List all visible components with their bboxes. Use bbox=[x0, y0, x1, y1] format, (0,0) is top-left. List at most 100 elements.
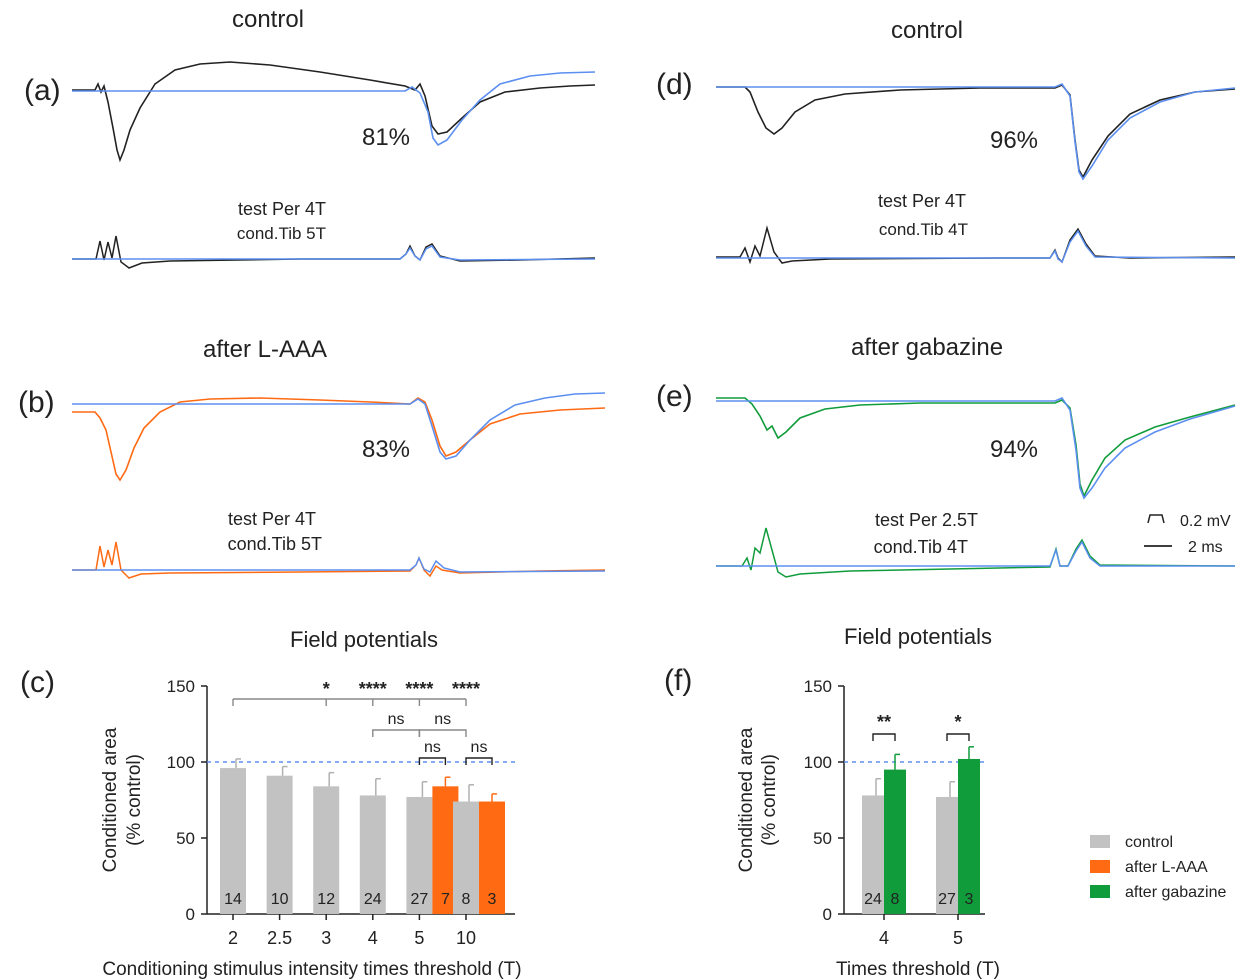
chart-f-bar-control bbox=[936, 796, 958, 914]
chart-c-n-label: 8 bbox=[462, 891, 471, 908]
chart-c-n-label: 3 bbox=[488, 891, 497, 908]
scale-bar-voltage-mark bbox=[1147, 514, 1165, 524]
chart-c-ytick-label: 50 bbox=[176, 829, 195, 848]
chart-c-sig-mark: **** bbox=[359, 679, 387, 699]
chart-c-bar-after-l-aaa bbox=[479, 801, 505, 914]
chart-c-ylabel-line2: (% control) bbox=[124, 754, 145, 846]
chart-f-sig-mark: ** bbox=[877, 712, 891, 732]
panel-a-label: (a) bbox=[24, 74, 61, 107]
panel-a-volley-cond bbox=[72, 235, 596, 269]
chart-c-panel-label: (c) bbox=[20, 666, 55, 699]
panel-d-volley-test bbox=[716, 229, 1236, 264]
panel-d-percent: 96% bbox=[990, 127, 1038, 154]
chart-c-sig-mark: ns bbox=[434, 711, 451, 728]
panel-b-conditioned-trace bbox=[72, 397, 606, 482]
panel-e-test-trace bbox=[716, 397, 1236, 500]
chart-c-sig-mark: **** bbox=[405, 679, 433, 699]
panel-e-title: after gabazine bbox=[851, 334, 1003, 361]
chart-c: (c) Field potentials Conditioning stimul… bbox=[20, 627, 522, 980]
chart-f-xlabel: Times threshold (T) bbox=[836, 959, 1000, 980]
panel-d-test-trace bbox=[716, 83, 1236, 181]
panel-b-volley-test bbox=[72, 556, 606, 573]
panel-b-test-trace bbox=[72, 392, 606, 460]
scale-bar: 0.2 mV 2 ms bbox=[1144, 513, 1231, 556]
panel-a-conditioned-trace bbox=[72, 61, 596, 163]
legend-label: after gabazine bbox=[1125, 884, 1227, 901]
legend-swatch-control bbox=[1090, 835, 1110, 848]
chart-c-sig-bracket-between bbox=[372, 729, 421, 737]
chart-f-xtick-label: 4 bbox=[879, 928, 889, 948]
chart-c-n-label: 7 bbox=[441, 891, 450, 908]
chart-f-bar-after-gabazine bbox=[958, 758, 980, 914]
panel-d: (d) control 96% test Per 4T cond.Tib 4T bbox=[656, 17, 1236, 265]
chart-c-n-label: 10 bbox=[271, 891, 289, 908]
legend: control after L-AAA after gabazine bbox=[1090, 834, 1227, 901]
panel-b-percent: 83% bbox=[362, 436, 410, 463]
panel-a-volley-test bbox=[72, 245, 596, 262]
chart-c-sig-mark: * bbox=[323, 679, 330, 699]
panel-d-conditioned-trace bbox=[716, 84, 1236, 179]
legend-label: after L-AAA bbox=[1125, 859, 1208, 876]
chart-c-xtick-label: 4 bbox=[368, 928, 378, 948]
chart-c-n-label: 14 bbox=[224, 891, 242, 908]
panel-e-volley-cond bbox=[716, 527, 1236, 578]
chart-c-xtick-label: 3 bbox=[321, 928, 331, 948]
chart-f-n-label: 3 bbox=[965, 891, 974, 908]
chart-c-xtick-label: 2 bbox=[228, 928, 238, 948]
chart-f-ytick-label: 100 bbox=[804, 753, 832, 772]
panel-e-conditioned-trace bbox=[716, 397, 1236, 499]
scale-bar-time-label: 2 ms bbox=[1188, 539, 1223, 556]
chart-f-sig-bracket-within bbox=[872, 733, 896, 741]
chart-f-n-label: 27 bbox=[938, 891, 956, 908]
panel-a-test-trace bbox=[72, 71, 596, 147]
chart-c-sig-bracket-between bbox=[418, 729, 467, 737]
chart-c-ylabel-line1: Conditioned area bbox=[100, 727, 121, 872]
panel-d-label: (d) bbox=[656, 68, 693, 101]
chart-f-sig-mark: * bbox=[954, 712, 961, 732]
panel-e-test-label: test Per 2.5T bbox=[875, 510, 978, 530]
chart-f-bar-control bbox=[862, 795, 884, 914]
chart-c-ytick-label: 100 bbox=[167, 753, 195, 772]
chart-f-xtick-label: 5 bbox=[953, 928, 963, 948]
panel-b-label: (b) bbox=[18, 386, 55, 419]
chart-f-n-label: 24 bbox=[864, 891, 882, 908]
panel-a-cond-label: cond.Tib 5T bbox=[237, 224, 326, 243]
panel-e-cond-label: cond.Tib 4T bbox=[874, 537, 968, 557]
panel-b-cond-label: cond.Tib 5T bbox=[228, 534, 322, 554]
panel-b-title: after L-AAA bbox=[203, 336, 327, 363]
chart-c-title: Field potentials bbox=[290, 627, 438, 652]
panel-e: (e) after gabazine 94% test Per 2.5T con… bbox=[656, 334, 1236, 578]
panel-e-label: (e) bbox=[656, 380, 693, 413]
panel-a: (a) control 81% test Per 4T cond.Tib 5T bbox=[24, 6, 596, 269]
chart-c-bar-control bbox=[453, 801, 479, 914]
chart-c-sig-bracket-within bbox=[418, 757, 447, 765]
legend-swatch-after-gabazine bbox=[1090, 885, 1110, 898]
panel-b-volley-cond bbox=[72, 541, 606, 579]
chart-c-xtick-label: 5 bbox=[414, 928, 424, 948]
chart-c-n-label: 27 bbox=[411, 891, 429, 908]
chart-c-bar-control bbox=[266, 775, 293, 914]
chart-c-bar-control bbox=[406, 796, 433, 914]
panel-a-title: control bbox=[232, 6, 304, 33]
panel-e-volley-test bbox=[716, 540, 1235, 567]
chart-c-ytick-label: 150 bbox=[167, 677, 195, 696]
chart-c-bar-control bbox=[220, 768, 246, 914]
panel-b-test-label: test Per 4T bbox=[228, 509, 316, 529]
scale-bar-voltage-label: 0.2 mV bbox=[1180, 513, 1231, 530]
panel-d-test-label: test Per 4T bbox=[878, 191, 966, 211]
chart-f-sig-bracket-within bbox=[946, 733, 970, 741]
chart-f-ytick-label: 0 bbox=[823, 905, 832, 924]
legend-label: control bbox=[1125, 834, 1173, 851]
chart-f: (f) Field potentials Times threshold (T)… bbox=[664, 624, 1000, 980]
chart-c-sig-mark: **** bbox=[452, 679, 480, 699]
chart-f-title: Field potentials bbox=[844, 624, 992, 649]
chart-c-sig-mark: ns bbox=[388, 711, 405, 728]
chart-f-n-label: 8 bbox=[891, 891, 900, 908]
legend-swatch-after-l-aaa bbox=[1090, 860, 1110, 873]
chart-f-ylabel-line1: Conditioned area bbox=[736, 727, 757, 872]
panel-a-test-label: test Per 4T bbox=[238, 199, 326, 219]
panel-b: (b) after L-AAA 83% test Per 4T cond.Tib… bbox=[18, 336, 606, 579]
chart-c-xtick-label: 10 bbox=[456, 928, 476, 948]
chart-c-sig-mark: ns bbox=[424, 739, 441, 756]
